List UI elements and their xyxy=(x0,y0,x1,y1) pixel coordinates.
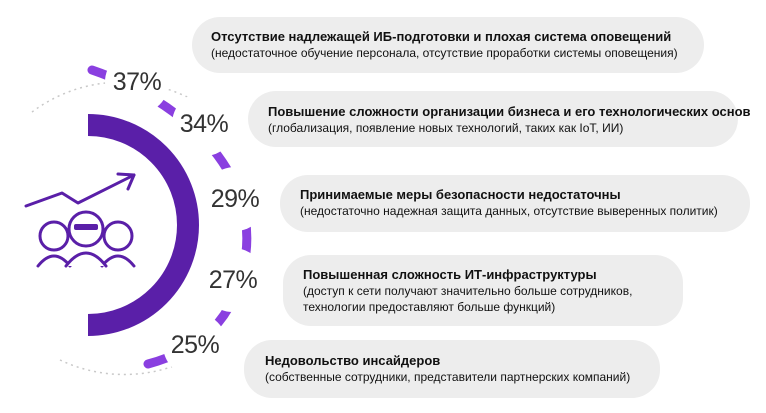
reason-detail-4-line-1: (доступ к сети получают значительно боль… xyxy=(303,284,633,298)
reason-card-1: Отсутствие надлежащей ИБ-подготовки и пл… xyxy=(192,17,704,73)
group-of-hackers-with-rising-arrow-icon xyxy=(24,172,136,268)
reason-card-5: Недовольство инсайдеров (собственные сот… xyxy=(244,340,660,398)
reason-detail-1: (недостаточное обучение персонала, отсут… xyxy=(211,46,678,60)
reason-title-3: Принимаемые меры безопасности недостаточ… xyxy=(300,187,621,202)
reason-title-2: Повышение сложности организации бизнеса … xyxy=(268,104,751,119)
reason-detail-2: (глобализация, появление новых технологи… xyxy=(268,121,624,135)
reason-detail-4-line-2: технологии предоставляют больше функций) xyxy=(303,300,556,314)
reason-detail-5: (собственные сотрудники, представители п… xyxy=(265,370,631,384)
reason-title-4: Повышенная сложность ИТ-инфраструктуры xyxy=(303,267,597,282)
dotted-guide-arc-bottom xyxy=(59,339,221,376)
percent-badge-3: 29% xyxy=(203,167,267,231)
percent-value-1: 37% xyxy=(112,67,162,96)
percent-badge-5: 25% xyxy=(163,313,227,377)
inner-thick-arc xyxy=(87,114,199,336)
reason-card-2: Повышение сложности организации бизнеса … xyxy=(248,91,751,147)
percent-badge-1: 37% xyxy=(105,50,169,114)
reason-card-3: Принимаемые меры безопасности недостаточ… xyxy=(280,175,750,232)
percent-value-4: 27% xyxy=(208,265,258,294)
percent-value-2: 34% xyxy=(179,109,229,138)
reason-title-1: Отсутствие надлежащей ИБ-подготовки и пл… xyxy=(211,29,672,44)
reason-detail-3: (недостаточно надежная защита данных, от… xyxy=(300,204,718,218)
reason-card-4: Повышенная сложность ИТ-инфраструктуры (… xyxy=(283,255,683,326)
percent-value-3: 29% xyxy=(210,184,260,213)
percent-badge-4: 27% xyxy=(201,248,265,312)
percent-badge-2: 34% xyxy=(172,92,236,156)
percent-value-5: 25% xyxy=(170,330,220,359)
reason-title-5: Недовольство инсайдеров xyxy=(265,353,441,368)
